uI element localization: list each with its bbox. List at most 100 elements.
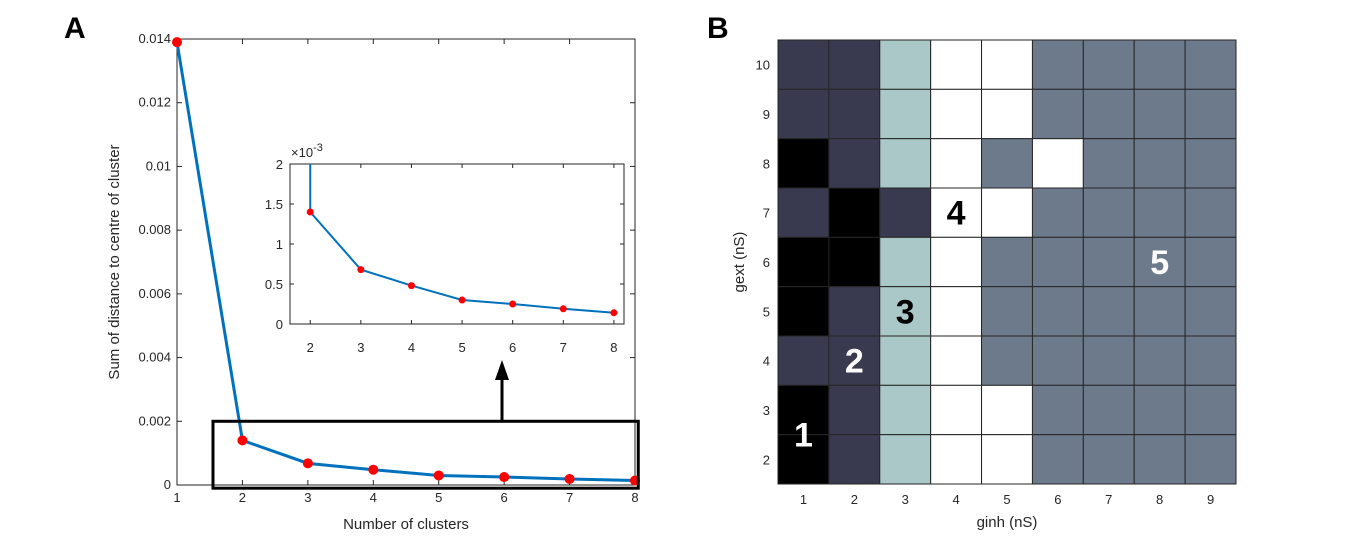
heatmap-y-tick-label: 5 <box>763 304 770 319</box>
y-tick-label: 0.012 <box>138 95 171 110</box>
data-point <box>237 435 248 446</box>
data-point <box>302 458 313 469</box>
cluster-label: 1 <box>794 417 813 455</box>
x-axis-label: Number of clusters <box>343 516 469 533</box>
heatmap-x-tick-label: 4 <box>952 492 959 507</box>
heatmap-cell <box>1082 434 1135 485</box>
inset-y-tick-label: 0 <box>276 317 283 332</box>
zoom-arrow <box>495 360 509 421</box>
panel-a-label: A <box>64 12 86 45</box>
heatmap-cell <box>981 384 1033 436</box>
main-series <box>172 37 640 486</box>
cluster-label: 2 <box>845 343 864 381</box>
inset-data-point <box>610 309 618 317</box>
y-tick-label: 0 <box>164 477 171 492</box>
heatmap-y-tick-label: 7 <box>763 206 770 221</box>
inset-axis-ticks: 2 3 4 5 6 7 8 0 0.5 1 1.5 2 <box>265 157 624 355</box>
main-axis-ticks: 1 2 3 4 5 6 7 8 0 0.002 0.004 0.006 0.008 0.01 0.012 0.… <box>138 31 638 505</box>
cluster-label: 5 <box>1150 244 1169 282</box>
x-tick-label: 6 <box>501 490 508 505</box>
inset-data-point <box>458 296 466 304</box>
heatmap-cell <box>1133 286 1186 337</box>
inset-x-tick-label: 4 <box>408 340 415 355</box>
heatmap-cell <box>1082 187 1135 238</box>
heatmap-cell <box>1133 384 1186 436</box>
heatmap-cell <box>1184 39 1237 90</box>
heatmap-cell <box>828 88 881 140</box>
heatmap-cell <box>1031 187 1084 238</box>
heatmap-cell <box>1082 39 1135 90</box>
inset-data-point <box>407 282 415 290</box>
heatmap-cell <box>879 39 932 90</box>
heatmap-cell <box>879 434 932 485</box>
heatmap-y-tick-label: 8 <box>763 156 770 171</box>
heatmap-cell <box>1184 138 1237 189</box>
heatmap-cell <box>930 138 983 189</box>
y-tick-label: 0.008 <box>138 222 171 237</box>
heatmap-cell <box>930 39 983 90</box>
heatmap-cell <box>981 88 1033 140</box>
x-tick-label: 2 <box>239 490 246 505</box>
heatmap-y-tick-label: 3 <box>763 403 770 418</box>
heatmap-cell <box>1133 138 1186 189</box>
x-tick-label: 8 <box>631 490 638 505</box>
x-tick-label: 7 <box>566 490 573 505</box>
y-tick-label: 0.004 <box>138 350 171 365</box>
heatmap-cell <box>1133 88 1186 140</box>
heatmap-cell <box>879 236 932 288</box>
heatmap-cell <box>1082 236 1135 288</box>
heatmap-cell <box>777 335 830 386</box>
heatmap-cell <box>981 434 1033 485</box>
heatmap-cell <box>1184 335 1237 386</box>
y-tick-label: 0.014 <box>138 31 171 46</box>
cluster-labels: 123 4 5 <box>794 195 1169 455</box>
heatmap-cell <box>1133 39 1186 90</box>
heatmap-cell <box>1031 434 1084 485</box>
inset-x-tick-label: 5 <box>458 340 465 355</box>
heatmap-x-tick-label: 7 <box>1105 492 1112 507</box>
series-line <box>175 41 636 483</box>
heatmap-cell <box>930 187 983 238</box>
heatmap-cell <box>777 236 830 288</box>
x-tick-label: 1 <box>173 490 180 505</box>
heatmap-cell <box>1133 335 1186 386</box>
heatmap-cell <box>777 138 830 189</box>
data-point <box>499 472 510 483</box>
heatmap-cell <box>1082 88 1135 140</box>
heatmap-cell <box>828 138 881 189</box>
heatmap-cell <box>1082 384 1135 436</box>
heatmap-cell <box>828 187 881 238</box>
inset-x-tick-label: 6 <box>509 340 516 355</box>
heatmap-x-tick-label: 9 <box>1207 492 1214 507</box>
inset-x-tick-label: 7 <box>560 340 567 355</box>
inset-plot-area <box>289 163 625 325</box>
heatmap-cell <box>828 39 881 90</box>
heatmap-x-tick-label: 2 <box>851 492 858 507</box>
heatmap-cell <box>777 434 830 485</box>
data-point <box>172 37 182 48</box>
heatmap-cell <box>930 236 983 288</box>
heatmap-cell <box>1031 88 1084 140</box>
inset-y-tick-label: 1.5 <box>265 197 283 212</box>
inset-data-point <box>357 266 365 274</box>
y-tick-label: 0.01 <box>146 158 171 173</box>
heatmap-cell <box>879 187 932 238</box>
heatmap-cell <box>879 138 932 189</box>
heatmap-cell <box>828 384 881 436</box>
heatmap-cell <box>981 187 1033 238</box>
heatmap-cell <box>777 286 830 337</box>
heatmap-cell <box>1184 236 1237 288</box>
inset-y-tick-label: 2 <box>276 157 283 172</box>
heatmap-x-axis-label: ginh (nS) <box>977 514 1038 531</box>
heatmap-cell <box>930 335 983 386</box>
heatmap-cell <box>777 384 830 436</box>
heatmap-cell <box>879 88 932 140</box>
heatmap-cell <box>981 138 1033 189</box>
inset-x-tick-label: 8 <box>610 340 617 355</box>
heatmap-cell <box>930 88 983 140</box>
inset-exponent-label: ×10-3 <box>291 142 323 160</box>
heatmap-cell <box>981 236 1033 288</box>
heatmap-y-tick-label: 6 <box>763 255 770 270</box>
heatmap-y-axis-label: gext (nS) <box>731 232 748 293</box>
